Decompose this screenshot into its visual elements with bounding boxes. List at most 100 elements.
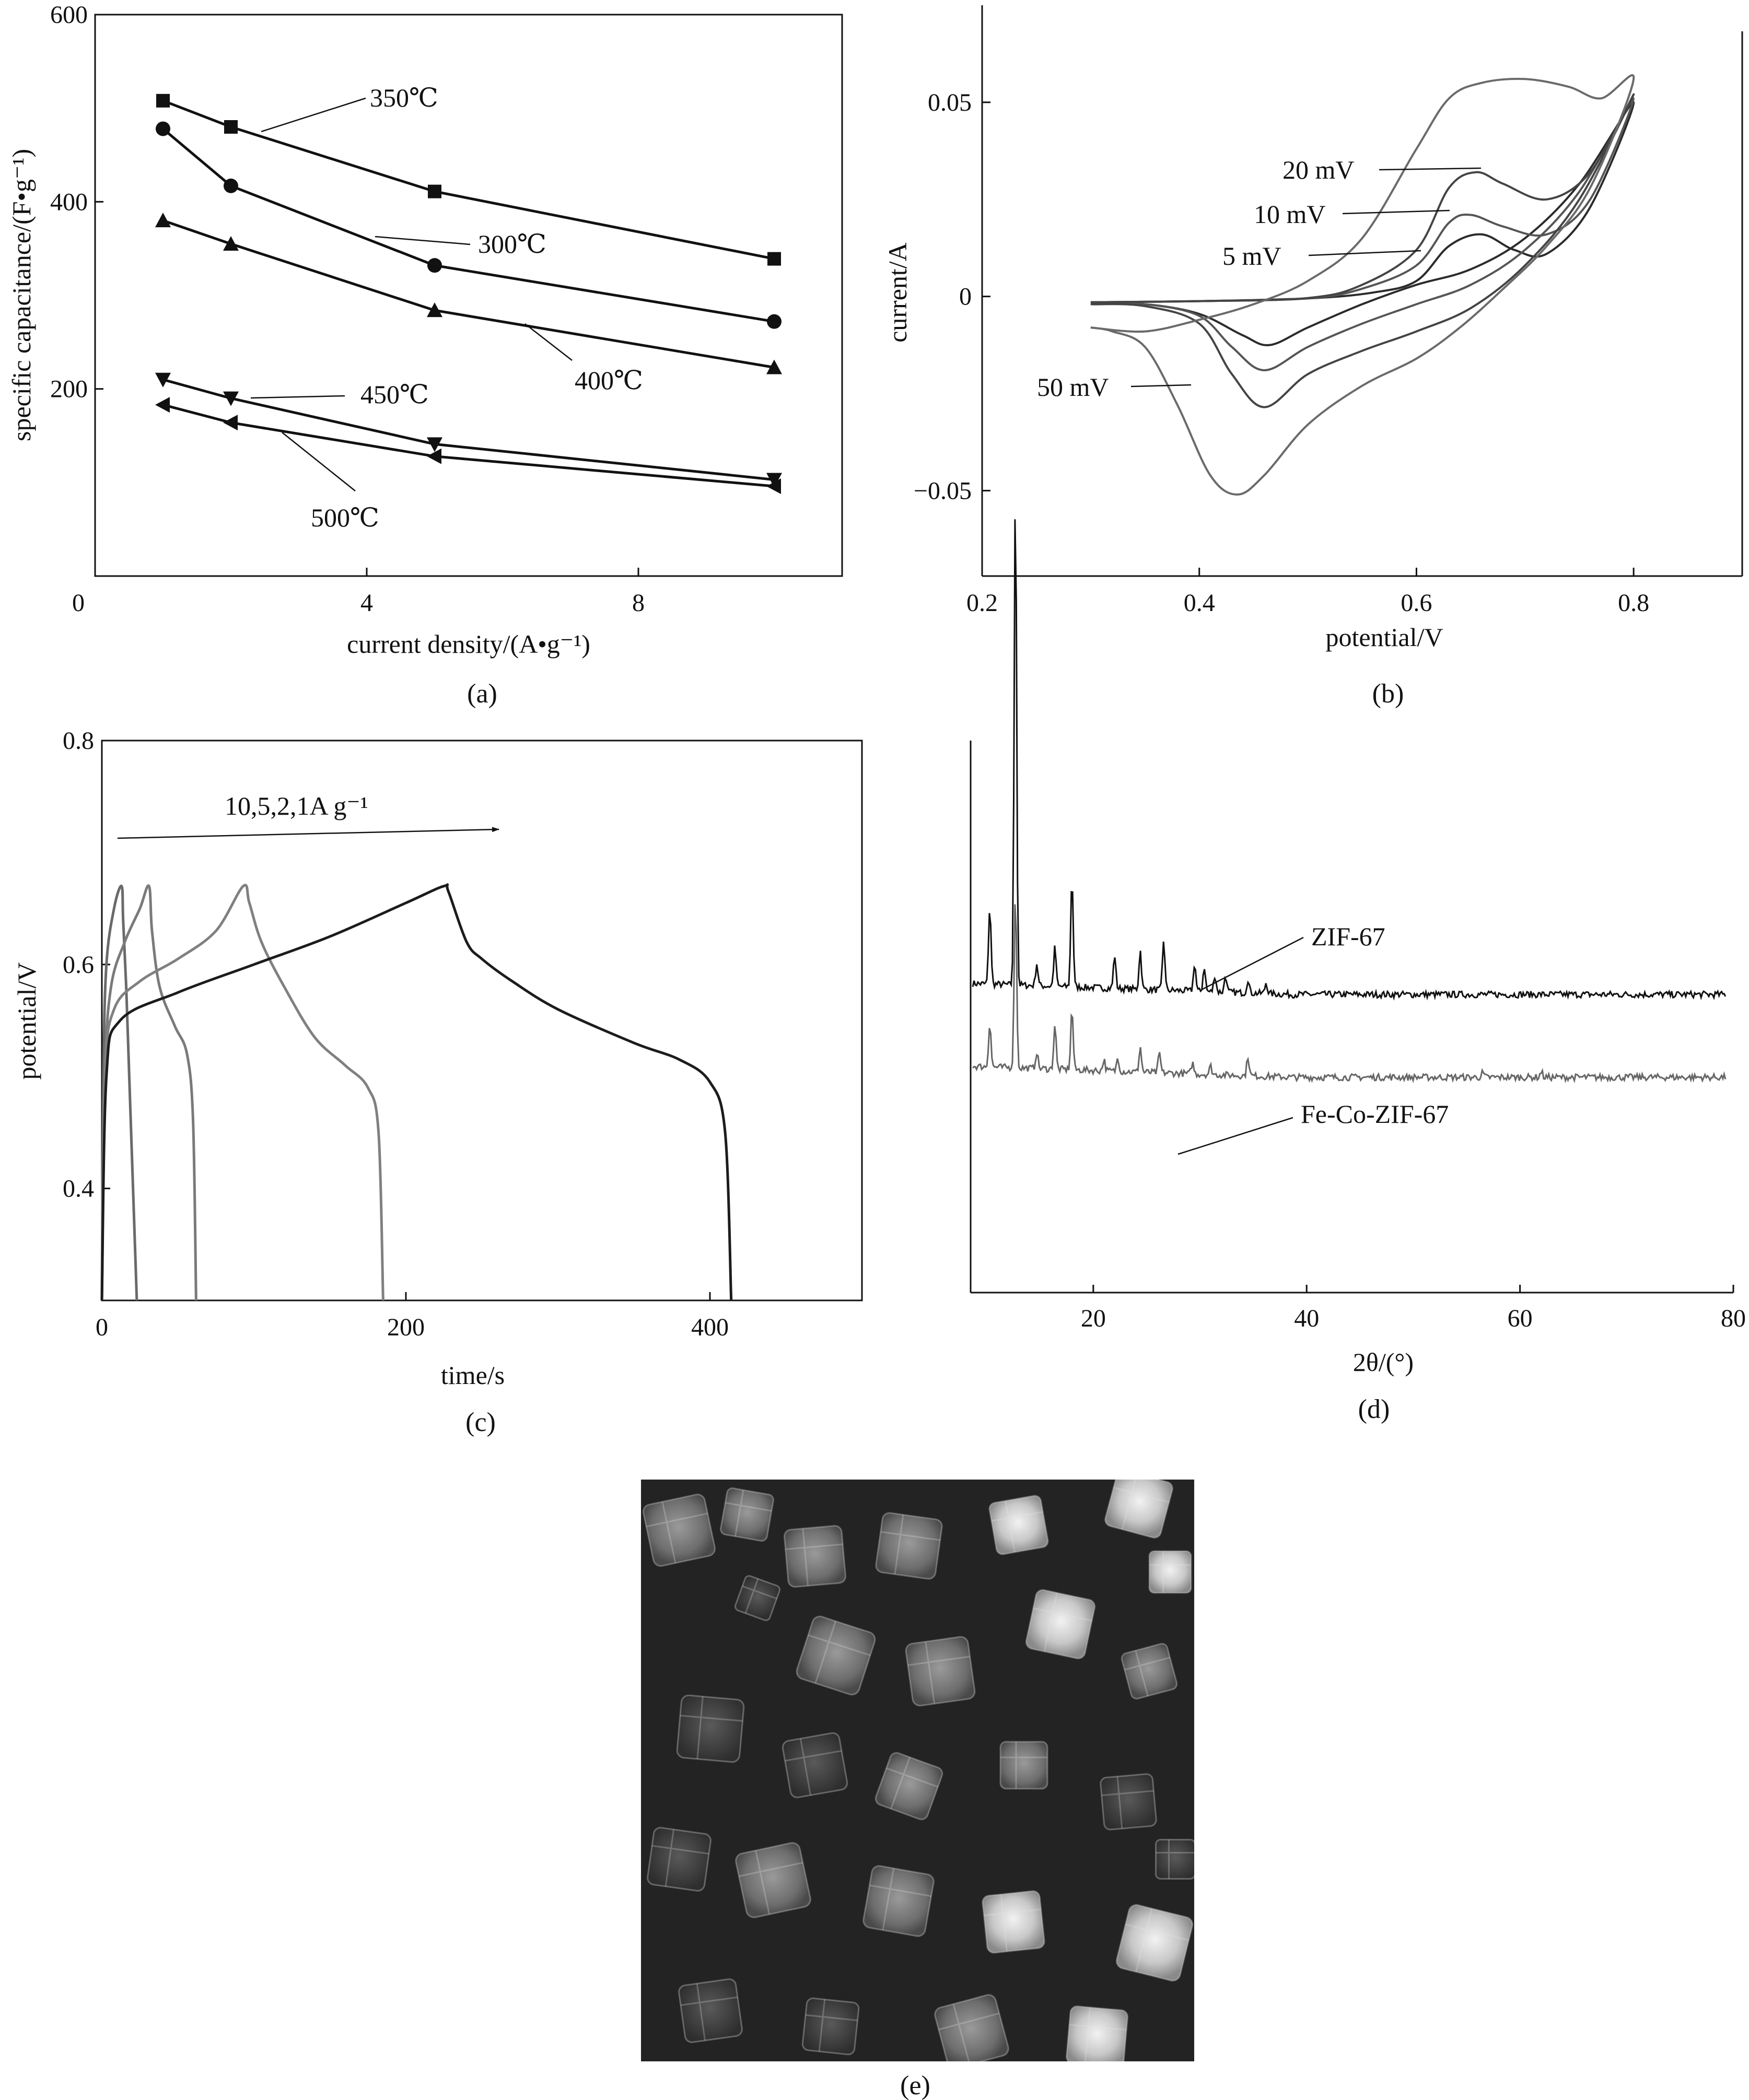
panel-e-label: (e) [900, 2071, 930, 2100]
d-xtick-label: 60 [1508, 1305, 1533, 1332]
d-xtick-label: 40 [1294, 1305, 1319, 1332]
a-data-point [155, 372, 171, 388]
c-ytick-label: 0.4 [63, 1175, 94, 1203]
a-data-point [766, 473, 782, 488]
sem-crystal [1155, 1839, 1194, 1880]
panel-d-label: (d) [1358, 1394, 1390, 1424]
b-xtick-label: 0.8 [1618, 589, 1649, 617]
a-leader-450 [250, 395, 345, 399]
a-series-line [162, 99, 775, 261]
panel-b-xlabel: potential/V [1326, 623, 1443, 652]
d-leader-zif [1201, 936, 1304, 991]
sem-crystal [905, 1636, 976, 1707]
a-leader-350 [261, 97, 366, 133]
sem-crystal [999, 1741, 1048, 1790]
d-xrd-pattern [972, 519, 1727, 1001]
b-leader-10 [1342, 209, 1450, 215]
panel-a-xlabel: current density/(A•g⁻¹) [347, 629, 590, 659]
sem-crystal [678, 1978, 743, 2043]
a-data-point [427, 448, 441, 464]
sem-crystal [1104, 1480, 1173, 1539]
c-charge-discharge-curve [100, 883, 733, 1301]
a-label-350: 350℃ [370, 83, 438, 112]
a-leader-500 [282, 432, 356, 491]
b-label-10: 10 mV [1254, 200, 1326, 229]
b-ytick-label: 0 [959, 283, 972, 311]
sem-crystal [862, 1865, 935, 1937]
a-label-300: 300℃ [478, 229, 546, 259]
a-label-450: 450℃ [360, 380, 429, 409]
b-ytick-label: −0.05 [914, 477, 972, 505]
d-label-zif: ZIF-67 [1311, 922, 1385, 951]
a-data-point [223, 391, 239, 406]
sem-crystal [643, 1494, 716, 1567]
a-xtick-label: 4 [360, 589, 373, 617]
c-charge-discharge-curve [100, 884, 138, 1301]
sem-crystal [988, 1495, 1049, 1555]
b-xtick-label: 0.2 [966, 589, 998, 617]
b-leader-50 [1130, 384, 1192, 388]
panel-c-label: (c) [465, 1407, 496, 1437]
sem-crystal [1100, 1773, 1157, 1831]
b-leader-5 [1308, 250, 1421, 256]
c-xtick-label: 0 [96, 1313, 108, 1341]
a-data-point [155, 213, 171, 228]
a-series-line [162, 219, 775, 369]
panel-a-frame [94, 14, 843, 577]
a-data-point [427, 302, 442, 318]
a-origin-label: 0 [72, 589, 85, 617]
b-label-5: 5 mV [1222, 241, 1281, 271]
b-leader-20 [1379, 167, 1482, 171]
c-ytick-label: 0.6 [63, 951, 94, 979]
sem-crystal [720, 1487, 774, 1542]
a-ytick-label: 200 [50, 376, 88, 403]
panel-a-ylabel: specific capacitance/(F•g⁻¹) [7, 149, 36, 441]
panel-c-chart: 0.8 0.6 0.4 0 200 400 10,5,2,1A g⁻¹ time/s p… [12, 727, 863, 1437]
a-leader-400 [524, 323, 573, 361]
a-data-point [156, 93, 170, 108]
b-cv-curve [1090, 97, 1635, 371]
c-xtick-label: 200 [387, 1313, 425, 1341]
sem-crystal [1025, 1589, 1096, 1660]
panel-d-chart: 20 40 60 80 ZIF-67 Fe-Co-ZIF-67 2θ/(°) (d) [970, 519, 1746, 1424]
b-label-20: 20 mV [1282, 155, 1355, 184]
sem-crystal [874, 1752, 943, 1821]
sem-crystal [1066, 2005, 1128, 2061]
a-data-point [155, 397, 170, 413]
d-leader-fecozif [1177, 1117, 1293, 1155]
a-series-line [162, 403, 775, 488]
sem-crystal [1115, 1904, 1194, 1982]
d-xtick-label: 20 [1081, 1305, 1106, 1332]
c-charge-discharge-curve [100, 884, 197, 1301]
panel-c-ylabel: potential/V [12, 963, 41, 1080]
sem-crystal [1148, 1550, 1192, 1594]
a-data-point [156, 121, 170, 136]
sem-crystal [676, 1694, 745, 1763]
panel-a-chart: 600 400 200 0 4 8 current density/(A•g⁻¹) sp… [7, 1, 843, 709]
sem-crystal [796, 1615, 876, 1696]
sem-crystal [647, 1827, 712, 1892]
c-rate-arrow [117, 827, 499, 839]
d-xtick-label: 80 [1721, 1305, 1746, 1332]
panel-a-label: (a) [467, 679, 497, 709]
a-data-point [223, 236, 239, 251]
a-leader-300 [375, 236, 471, 245]
a-data-point [224, 178, 238, 193]
a-label-400: 400℃ [575, 366, 643, 395]
panel-b-chart: 0.05 0 −0.05 0.2 0.4 0.6 0.8 potential/V curr… [883, 5, 1743, 709]
c-xtick-label: 400 [691, 1313, 729, 1341]
b-ytick-label: 0.05 [928, 89, 972, 116]
b-cv-curve [1090, 93, 1635, 408]
panel-b-label: (b) [1372, 679, 1404, 709]
sem-crystal [934, 1994, 1009, 2061]
b-cv-curve [1090, 74, 1635, 496]
panel-e-sem-image: (e) [641, 1480, 1194, 2100]
a-data-point [767, 252, 781, 266]
a-ytick-label: 400 [50, 188, 88, 216]
sem-crystal [1121, 1643, 1178, 1700]
a-series-line [162, 378, 775, 481]
a-ytick-label: 600 [50, 1, 88, 29]
c-rate-annotation: 10,5,2,1A g⁻¹ [225, 791, 368, 820]
sem-crystal [801, 1997, 860, 2056]
